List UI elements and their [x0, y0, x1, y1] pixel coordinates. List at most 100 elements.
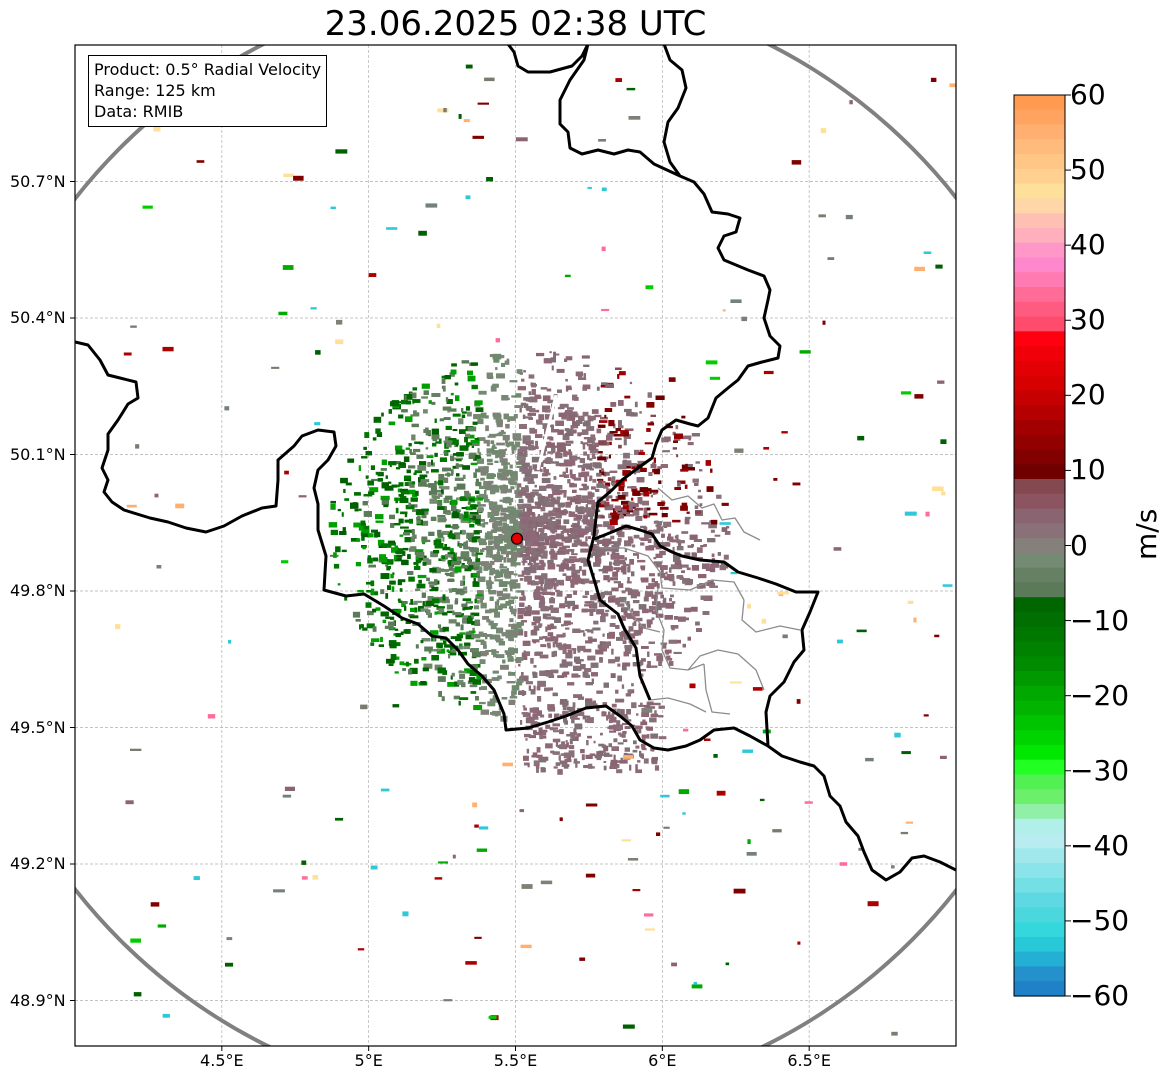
lon-tick-label: 5°E: [354, 1051, 383, 1070]
colorbar-step: [1014, 981, 1065, 997]
colorbar-step: [1014, 375, 1065, 392]
colorbar: [1014, 95, 1065, 997]
colorbar-tick-label: 20: [1070, 378, 1106, 412]
colorbar-step: [1014, 360, 1065, 377]
colorbar-step: [1014, 95, 1065, 111]
colorbar-step: [1014, 213, 1065, 229]
colorbar-step: [1014, 405, 1065, 421]
colorbar-step: [1014, 582, 1065, 598]
lon-tick-label: 6°E: [648, 1051, 677, 1070]
colorbar-step: [1014, 877, 1065, 894]
colorbar-label: m/s: [1130, 508, 1163, 560]
colorbar-step: [1014, 508, 1065, 524]
colorbar-step: [1014, 538, 1065, 554]
colorbar-step: [1014, 154, 1065, 170]
lon-tick-label: 6.5°E: [787, 1051, 831, 1070]
colorbar-step: [1014, 493, 1065, 510]
colorbar-step: [1014, 257, 1065, 273]
colorbar-step: [1014, 759, 1065, 776]
colorbar-step: [1014, 109, 1065, 126]
colorbar-step: [1014, 685, 1065, 702]
colorbar-step: [1014, 434, 1065, 451]
colorbar-step: [1014, 183, 1065, 199]
colorbar-step: [1014, 966, 1065, 982]
colorbar-tick-label: −40: [1070, 828, 1130, 862]
colorbar-step: [1014, 611, 1065, 628]
lat-tick-label: 50.1°N: [10, 444, 66, 464]
colorbar-step: [1014, 656, 1065, 672]
colorbar-step: [1014, 346, 1065, 362]
colorbar-step: [1014, 892, 1065, 908]
colorbar-step: [1014, 744, 1065, 761]
colorbar-tick-label: −60: [1070, 979, 1130, 1012]
colorbar-step: [1014, 301, 1065, 318]
colorbar-step: [1014, 287, 1065, 303]
lon-tick-label: 4.5°E: [200, 1051, 244, 1070]
colorbar-step: [1014, 567, 1065, 584]
colorbar-step: [1014, 316, 1065, 332]
range-label: Range: 125 km: [94, 81, 216, 100]
province-borders: [600, 487, 801, 715]
borders: [75, 45, 956, 882]
colorbar-step: [1014, 715, 1065, 731]
lat-tick-label: 50.7°N: [10, 171, 66, 191]
lat-tick-label: 49.2°N: [10, 854, 66, 873]
colorbar-step: [1014, 242, 1065, 259]
colorbar-step: [1014, 449, 1065, 465]
colorbar-tick-label: 40: [1070, 228, 1106, 262]
colorbar-step: [1014, 479, 1065, 495]
colorbar-step: [1014, 803, 1065, 820]
longitude-ticks: [221, 1046, 810, 1051]
colorbar-step: [1014, 464, 1065, 480]
colorbar-step: [1014, 818, 1065, 835]
colorbar-tick-label: −10: [1070, 603, 1130, 637]
colorbar-tick-label: 0: [1070, 528, 1088, 562]
chart-title: 23.06.2025 02:38 UTC: [324, 4, 707, 44]
colorbar-step: [1014, 626, 1065, 643]
lat-tick-label: 49.8°N: [10, 581, 66, 600]
colorbar-step: [1014, 641, 1065, 657]
colorbar-step: [1014, 936, 1065, 953]
colorbar-tick-label: −20: [1070, 678, 1130, 712]
colorbar-step: [1014, 848, 1065, 864]
colorbar-tick-label: 10: [1070, 453, 1106, 487]
colorbar-step: [1014, 863, 1065, 879]
colorbar-step: [1014, 419, 1065, 436]
colorbar-step: [1014, 730, 1065, 746]
colorbar-step: [1014, 139, 1065, 155]
colorbar-step: [1014, 198, 1065, 214]
colorbar-step: [1014, 907, 1065, 923]
colorbar-step: [1014, 227, 1065, 244]
colorbar-step: [1014, 124, 1065, 140]
colorbar-step: [1014, 523, 1065, 539]
colorbar-tick-label: 60: [1070, 78, 1106, 111]
colorbar-step: [1014, 833, 1065, 849]
colorbar-step: [1014, 597, 1065, 613]
colorbar-step: [1014, 552, 1065, 569]
colorbar-step: [1014, 390, 1065, 406]
colorbar-tick-label: −30: [1070, 753, 1130, 787]
colorbar-step: [1014, 774, 1065, 790]
colorbar-tick-label: 50: [1070, 153, 1106, 187]
colorbar-step: [1014, 272, 1065, 288]
lon-tick-label: 5.5°E: [493, 1051, 538, 1070]
colorbar-step: [1014, 700, 1065, 716]
colorbar-step: [1014, 789, 1065, 805]
national-borders: [75, 45, 956, 882]
colorbar-step: [1014, 168, 1065, 185]
product-info-box: Product: 0.5° Radial Velocity Range: 125…: [88, 55, 328, 127]
colorbar-step: [1014, 951, 1065, 968]
lat-tick-label: 48.9°N: [10, 990, 66, 1010]
product-label: Product: 0.5° Radial Velocity: [94, 60, 322, 79]
colorbar-step: [1014, 331, 1065, 347]
radar-site-marker: [510, 532, 524, 545]
latitude-ticks: [70, 181, 75, 1001]
data-source-label: Data: RMIB: [94, 102, 184, 121]
lat-tick-label: 49.5°N: [10, 717, 66, 737]
colorbar-tick-label: −50: [1070, 903, 1130, 937]
colorbar-step: [1014, 671, 1065, 687]
colorbar-tick-label: 30: [1070, 303, 1106, 337]
lat-tick-label: 50.4°N: [10, 308, 66, 327]
colorbar-step: [1014, 922, 1065, 938]
